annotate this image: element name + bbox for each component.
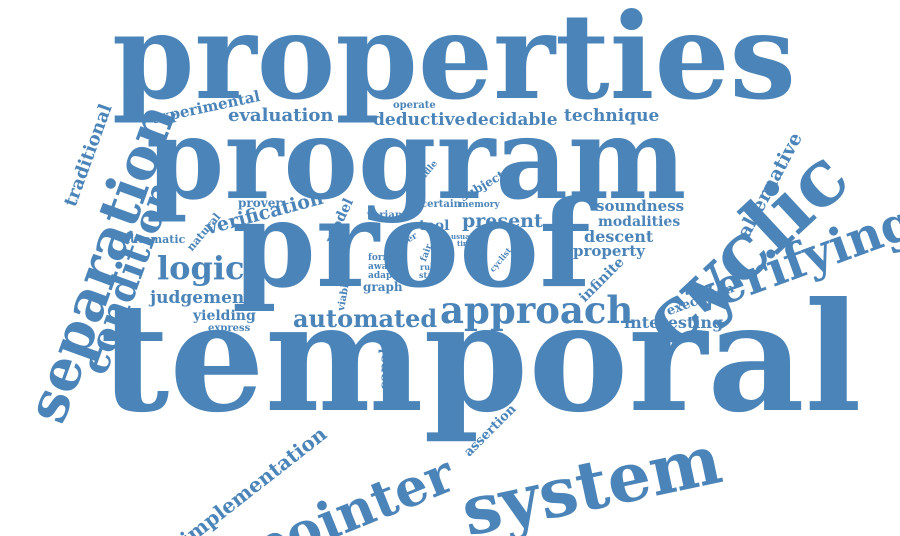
word-adapt: adapt: [368, 271, 397, 281]
word-evaluation: evaluation: [228, 105, 334, 126]
word-state: state: [419, 270, 442, 280]
word-present: present: [462, 210, 543, 232]
word-descent: descent: [584, 227, 654, 246]
word-rule: rule: [420, 262, 439, 272]
word-judgement: judgement: [150, 288, 253, 308]
word-tool: tool: [419, 218, 450, 234]
word-deductive: deductive: [373, 110, 466, 130]
word-program: program: [146, 94, 687, 225]
word-prover: prover: [238, 196, 282, 210]
word-form: form: [368, 253, 393, 263]
word-operate: operate: [393, 100, 436, 111]
word-decidable: decidable: [466, 110, 558, 130]
word-yielding: yielding: [193, 308, 256, 324]
word-property: property: [573, 242, 645, 260]
word-aware: aware: [368, 262, 398, 272]
word-graph: graph: [363, 280, 403, 294]
word-usual: usual: [451, 232, 473, 241]
word-certain: certain: [421, 199, 461, 210]
word-automated: automated: [293, 304, 438, 333]
word-soundness: soundness: [596, 197, 685, 215]
word-interesting: interesting: [624, 313, 724, 332]
word-memory: memory: [459, 200, 500, 210]
word-express: express: [208, 323, 251, 334]
word-capable: capable: [377, 329, 393, 390]
word-temporal: temporal: [100, 270, 862, 446]
word-logic: logic: [157, 249, 245, 287]
word-variant: variant: [367, 210, 407, 221]
word-automatic: automatic: [123, 233, 186, 246]
word-approach: approach: [440, 288, 634, 332]
word-proof: proof: [232, 174, 591, 315]
word-properties: properties: [112, 0, 796, 126]
word-modalities: modalities: [598, 214, 681, 230]
word-technique: technique: [564, 106, 660, 126]
word-time: time: [457, 239, 475, 248]
